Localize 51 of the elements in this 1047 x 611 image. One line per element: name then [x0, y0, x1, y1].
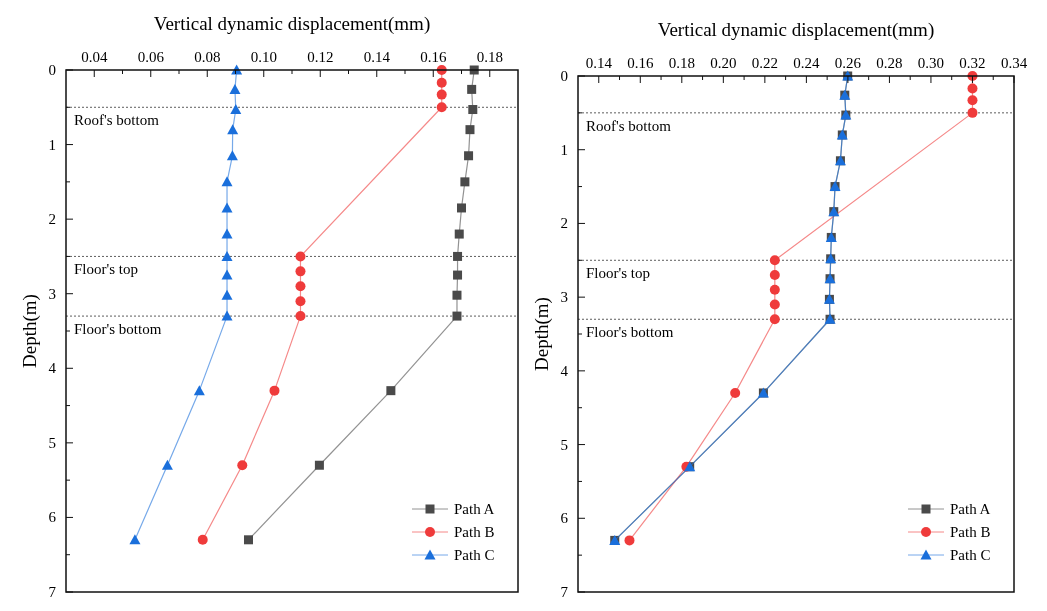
x-tick-label: 0.04 [81, 49, 108, 65]
x-tick-label: 0.16 [420, 49, 447, 65]
y-tick-label: 0 [48, 62, 56, 78]
legend-label: Path C [454, 547, 495, 563]
y-tick-label: 3 [560, 289, 568, 306]
x-tick-label: 0.16 [627, 55, 654, 71]
x-tick-label: 0.34 [1000, 55, 1028, 71]
ref-line-label: Floor's top [74, 261, 138, 278]
y-tick-label: 5 [560, 436, 568, 453]
ref-line-label: Floor's bottom [74, 321, 162, 338]
legend-label: Path B [454, 524, 495, 540]
x-tick-label: 0.32 [959, 55, 986, 71]
y-tick-label: 6 [560, 510, 569, 527]
x-tick-label: 0.18 [476, 49, 503, 65]
x-tick-label: 0.28 [876, 55, 903, 71]
ref-line-label: Roof's bottom [74, 112, 160, 129]
x-tick-label: 0.18 [668, 55, 695, 71]
y-tick-label: 7 [560, 584, 569, 600]
x-axis-title: Vertical dynamic displacement(mm) [153, 13, 431, 35]
y-axis-title: Depth(m) [19, 294, 41, 368]
text: 0.30 [917, 55, 945, 71]
x-tick-label: 0.14 [363, 49, 391, 65]
y-tick-label: 5 [48, 434, 56, 451]
x-tick-label: 0.14 [585, 55, 613, 71]
x-axis-title: Vertical dynamic displacement(mm) [657, 19, 935, 41]
legend-label: Path A [950, 501, 991, 517]
legend-label: Path A [454, 501, 495, 517]
ref-line-label: Floor's top [586, 265, 650, 282]
legend-label: Path C [950, 547, 991, 563]
x-tick-label: 0.26 [834, 55, 862, 71]
y-tick-label: 4 [48, 360, 57, 377]
y-axis-title: Depth(m) [531, 297, 553, 371]
x-tick-label: 0.12 [307, 49, 334, 65]
y-tick-label: 0 [560, 68, 568, 84]
x-tick-label: 0.24 [793, 55, 821, 71]
text: 0.20 [710, 55, 737, 71]
y-tick-label: 4 [560, 362, 569, 379]
y-tick-label: 1 [48, 136, 56, 153]
ref-line-label: Roof's bottom [586, 117, 672, 134]
y-tick-label: 7 [48, 584, 57, 600]
legend-label: Path B [950, 524, 991, 540]
y-tick-label: 1 [560, 141, 568, 158]
x-tick-label: 0.22 [751, 55, 778, 71]
y-tick-label: 2 [48, 211, 56, 228]
text: 0.10 [250, 49, 277, 65]
y-tick-label: 3 [48, 285, 56, 302]
ref-line-label: Floor's bottom [586, 324, 674, 341]
y-tick-label: 6 [48, 509, 57, 526]
x-tick-label: 0.08 [194, 49, 221, 65]
y-tick-label: 2 [560, 215, 568, 232]
x-tick-label: 0.06 [137, 49, 165, 65]
